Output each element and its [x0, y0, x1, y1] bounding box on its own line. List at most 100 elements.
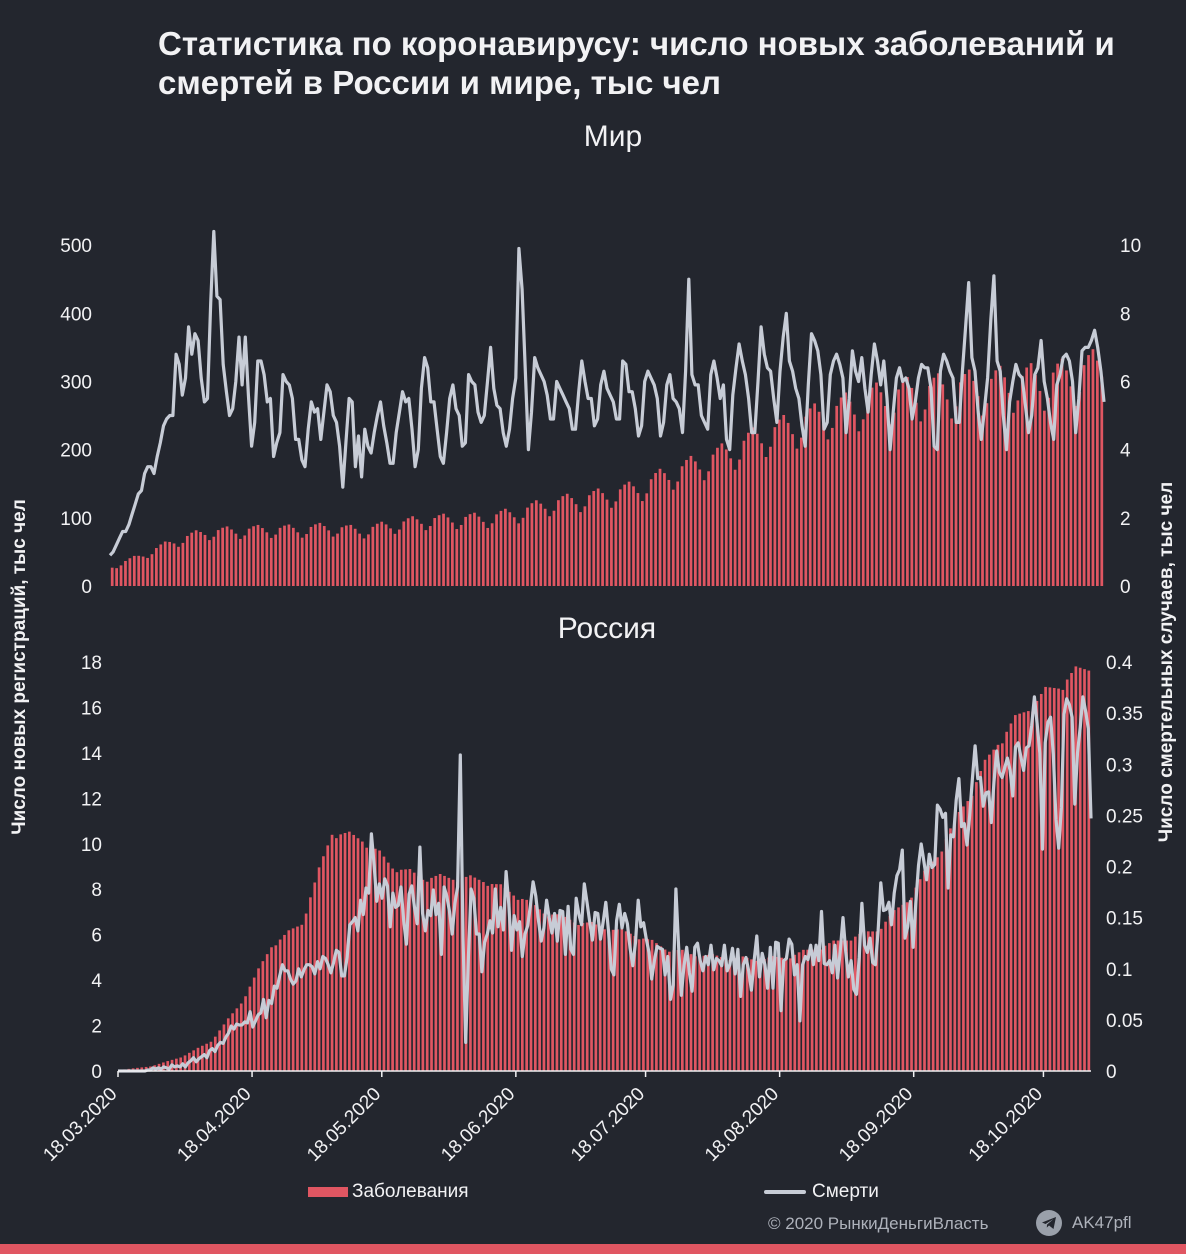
case-bar — [729, 458, 733, 586]
case-bar — [1044, 686, 1047, 1071]
case-bar — [512, 895, 516, 1071]
case-bar — [155, 548, 158, 586]
case-bar — [411, 516, 414, 586]
case-bar — [1087, 355, 1090, 586]
bottom-accent-bar — [0, 1244, 1186, 1254]
case-bar — [689, 455, 693, 586]
case-bar — [442, 513, 445, 586]
case-bar — [746, 432, 750, 586]
legend-deaths-label: Смерти — [812, 1181, 879, 1202]
case-bar — [629, 933, 632, 1071]
case-bar — [640, 501, 644, 586]
case-bar — [559, 914, 563, 1071]
x-tick-label: 18.06.2020 — [437, 1084, 519, 1166]
case-bar — [424, 530, 428, 586]
case-bar — [950, 418, 953, 586]
case-bar — [274, 534, 278, 586]
case-bar — [1052, 687, 1056, 1071]
case-bar — [358, 533, 361, 586]
case-bar — [1100, 376, 1104, 586]
case-bar — [464, 876, 468, 1071]
case-bar — [538, 909, 541, 1071]
case-bar — [551, 914, 554, 1071]
case-bar — [433, 518, 437, 586]
footer-channel[interactable]: AK47pfl — [1036, 1210, 1132, 1236]
case-bar — [404, 869, 407, 1071]
case-bar — [822, 423, 825, 586]
case-bar — [574, 504, 578, 586]
case-bar — [923, 870, 926, 1071]
deaths-swatch — [764, 1190, 806, 1194]
case-bar — [124, 560, 127, 586]
case-bar — [636, 493, 640, 586]
case-bar — [810, 949, 814, 1071]
case-bar — [764, 457, 768, 586]
case-bar — [1025, 367, 1029, 586]
case-bar — [464, 516, 468, 586]
case-bar — [1057, 688, 1060, 1071]
deaths-line — [108, 229, 1106, 557]
case-bar — [110, 567, 114, 586]
case-bar — [270, 947, 273, 1071]
case-bar — [331, 536, 335, 586]
case-bar — [520, 898, 524, 1071]
case-bar — [172, 543, 176, 586]
panel-title-russia: Россия — [557, 612, 657, 645]
y-tick-right: 4 — [1120, 441, 1131, 462]
case-bar — [417, 876, 420, 1071]
case-bar — [305, 534, 308, 586]
case-bar — [309, 897, 312, 1071]
case-bar — [738, 459, 741, 586]
case-bar — [1016, 400, 1020, 586]
case-bar — [857, 431, 861, 586]
case-bar — [823, 945, 827, 1071]
case-bar — [235, 1008, 239, 1071]
case-bar — [177, 546, 180, 586]
case-bar — [344, 525, 348, 586]
case-bar — [397, 529, 401, 586]
deaths-line — [118, 695, 1093, 1073]
panel-title-world: Мир — [583, 120, 643, 153]
case-bar — [737, 957, 740, 1071]
case-bar — [813, 403, 817, 586]
case-bar — [238, 538, 242, 586]
case-bar — [150, 554, 154, 586]
case-bar — [225, 526, 229, 586]
case-bar — [269, 537, 273, 586]
case-bar — [451, 522, 454, 586]
case-bar — [437, 515, 441, 586]
telegram-icon — [1036, 1210, 1062, 1236]
case-bar — [755, 433, 759, 586]
x-tick-label: 18.08.2020 — [701, 1084, 783, 1166]
case-bar — [352, 834, 356, 1071]
case-bar — [587, 495, 591, 586]
case-bar — [304, 913, 308, 1071]
case-bar — [716, 447, 719, 586]
case-bar — [870, 387, 874, 586]
case-bar — [815, 949, 818, 1071]
case-bar — [879, 928, 883, 1071]
case-bar — [702, 955, 706, 1071]
case-bar — [603, 929, 606, 1071]
case-bar — [962, 806, 965, 1071]
case-bar — [570, 498, 574, 586]
case-bar — [919, 421, 923, 586]
case-bar — [283, 525, 286, 586]
case-bar — [336, 533, 339, 586]
case-bar — [590, 922, 593, 1071]
x-tick-label: 18.03.2020 — [39, 1084, 121, 1166]
case-bar — [455, 529, 459, 586]
case-bar — [936, 857, 939, 1071]
case-bar — [760, 443, 763, 586]
case-bar — [309, 526, 313, 586]
cases-swatch — [308, 1187, 348, 1197]
y-tick-right: 0.1 — [1106, 960, 1132, 981]
case-bar — [460, 878, 464, 1071]
case-bar — [508, 512, 512, 586]
x-tick-label: 18.05.2020 — [303, 1084, 385, 1166]
legend-deaths: Смерти — [764, 1181, 879, 1203]
case-bar — [645, 493, 649, 586]
case-bar — [702, 480, 706, 586]
case-bar — [650, 939, 654, 1071]
case-bar — [1078, 667, 1082, 1071]
